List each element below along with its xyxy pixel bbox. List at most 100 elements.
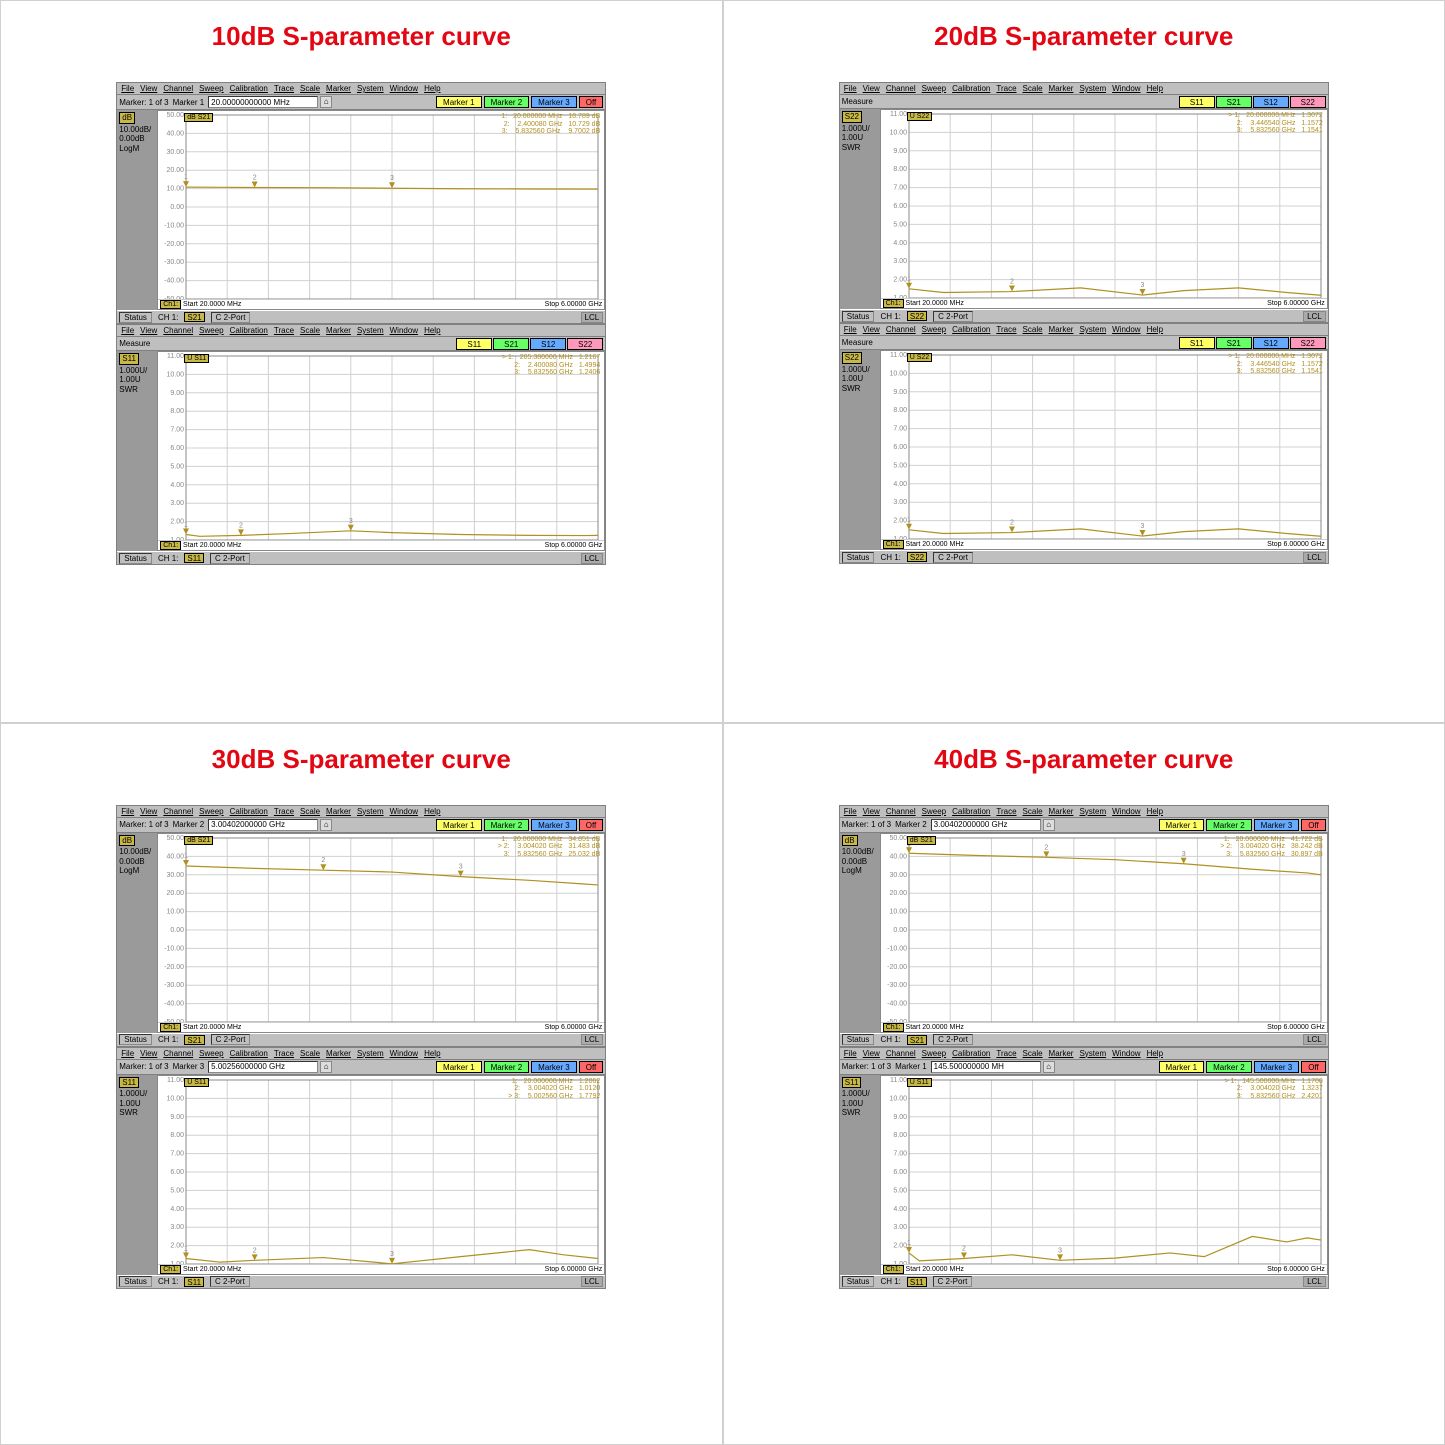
lock-icon[interactable]: ⌂ [1043, 819, 1055, 831]
menu-item[interactable]: File [844, 807, 857, 816]
menu-item[interactable]: Trace [274, 1049, 294, 1058]
menu-item[interactable]: Trace [996, 325, 1016, 334]
menu-item[interactable]: Window [1112, 325, 1140, 334]
sparam-button[interactable]: S11 [1179, 337, 1215, 349]
menu-item[interactable]: Trace [996, 807, 1016, 816]
marker-button[interactable]: Off [579, 96, 604, 108]
menu-item[interactable]: Window [1112, 84, 1140, 93]
menu-item[interactable]: Sweep [199, 84, 223, 93]
marker-button[interactable]: Marker 2 [1206, 819, 1252, 831]
menu-item[interactable]: File [121, 807, 134, 816]
menu-item[interactable]: Help [424, 326, 440, 335]
menu-item[interactable]: Sweep [922, 1049, 946, 1058]
menu-item[interactable]: Channel [163, 84, 193, 93]
menu-item[interactable]: Help [424, 84, 440, 93]
menu-item[interactable]: Window [390, 326, 418, 335]
status-lcl[interactable]: LCL [1303, 1034, 1326, 1045]
menu-item[interactable]: File [121, 326, 134, 335]
menu-item[interactable]: System [357, 1049, 384, 1058]
marker-button[interactable]: Off [1301, 819, 1326, 831]
marker-freq-input[interactable] [208, 819, 318, 831]
menu-item[interactable]: Help [1147, 84, 1163, 93]
menu-item[interactable]: Trace [996, 84, 1016, 93]
menu-item[interactable]: File [121, 84, 134, 93]
menu-item[interactable]: Sweep [199, 1049, 223, 1058]
marker-freq-input[interactable] [931, 819, 1041, 831]
sparam-button[interactable]: S21 [493, 338, 529, 350]
menu-item[interactable]: System [1079, 325, 1106, 334]
menu-item[interactable]: Scale [300, 326, 320, 335]
menu-item[interactable]: View [140, 84, 157, 93]
marker-button[interactable]: Marker 1 [436, 96, 482, 108]
menu-item[interactable]: Window [390, 807, 418, 816]
menu-item[interactable]: Marker [1049, 1049, 1074, 1058]
menu-item[interactable]: Channel [886, 325, 916, 334]
sparam-button[interactable]: S22 [1290, 337, 1326, 349]
sparam-button[interactable]: S22 [567, 338, 603, 350]
menu-item[interactable]: Scale [1023, 325, 1043, 334]
sparam-button[interactable]: S21 [1216, 96, 1252, 108]
menu-item[interactable]: Help [1147, 807, 1163, 816]
menu-item[interactable]: View [863, 325, 880, 334]
menu-item[interactable]: View [140, 326, 157, 335]
menu-item[interactable]: Trace [996, 1049, 1016, 1058]
menu-item[interactable]: Calibration [952, 807, 990, 816]
marker-button[interactable]: Marker 3 [1254, 1061, 1300, 1073]
marker-freq-input[interactable] [208, 96, 318, 108]
menu-item[interactable]: Sweep [922, 325, 946, 334]
menu-item[interactable]: View [140, 807, 157, 816]
marker-button[interactable]: Marker 1 [1159, 1061, 1205, 1073]
menu-item[interactable]: Sweep [199, 807, 223, 816]
marker-button[interactable]: Marker 2 [484, 96, 530, 108]
menu-item[interactable]: Scale [300, 1049, 320, 1058]
menu-item[interactable]: Marker [326, 807, 351, 816]
lock-icon[interactable]: ⌂ [1043, 1061, 1055, 1073]
menu-item[interactable]: Window [1112, 1049, 1140, 1058]
menu-item[interactable]: File [844, 1049, 857, 1058]
menu-item[interactable]: View [140, 1049, 157, 1058]
menu-item[interactable]: Calibration [230, 1049, 268, 1058]
menu-item[interactable]: Trace [274, 84, 294, 93]
menu-item[interactable]: Marker [1049, 807, 1074, 816]
status-lcl[interactable]: LCL [1303, 311, 1326, 322]
menu-item[interactable]: System [357, 326, 384, 335]
menu-item[interactable]: Help [1147, 325, 1163, 334]
menu-item[interactable]: File [844, 84, 857, 93]
status-lcl[interactable]: LCL [1303, 1276, 1326, 1287]
menu-item[interactable]: View [863, 1049, 880, 1058]
marker-button[interactable]: Marker 3 [1254, 819, 1300, 831]
sparam-button[interactable]: S22 [1290, 96, 1326, 108]
menu-item[interactable]: View [863, 807, 880, 816]
menu-item[interactable]: Scale [1023, 807, 1043, 816]
lock-icon[interactable]: ⌂ [320, 819, 332, 831]
status-lcl[interactable]: LCL [581, 1034, 604, 1045]
sparam-button[interactable]: S11 [1179, 96, 1215, 108]
menu-item[interactable]: Trace [274, 326, 294, 335]
marker-button[interactable]: Marker 2 [1206, 1061, 1252, 1073]
menu-item[interactable]: Trace [274, 807, 294, 816]
sparam-button[interactable]: S12 [530, 338, 566, 350]
menu-item[interactable]: Scale [1023, 84, 1043, 93]
menu-item[interactable]: Sweep [922, 807, 946, 816]
menu-item[interactable]: Window [390, 1049, 418, 1058]
menu-item[interactable]: File [844, 325, 857, 334]
marker-button[interactable]: Marker 3 [531, 96, 577, 108]
menu-item[interactable]: Calibration [952, 84, 990, 93]
marker-button[interactable]: Marker 2 [484, 819, 530, 831]
menu-item[interactable]: Scale [300, 84, 320, 93]
menu-item[interactable]: Channel [163, 326, 193, 335]
menu-item[interactable]: Calibration [230, 807, 268, 816]
marker-button[interactable]: Off [579, 819, 604, 831]
sparam-button[interactable]: S21 [1216, 337, 1252, 349]
menu-item[interactable]: Help [1147, 1049, 1163, 1058]
marker-freq-input[interactable] [208, 1061, 318, 1073]
marker-freq-input[interactable] [931, 1061, 1041, 1073]
menu-item[interactable]: Marker [1049, 84, 1074, 93]
marker-button[interactable]: Marker 1 [436, 1061, 482, 1073]
status-lcl[interactable]: LCL [581, 312, 604, 323]
menu-item[interactable]: Help [424, 807, 440, 816]
menu-item[interactable]: Channel [886, 1049, 916, 1058]
menu-item[interactable]: Marker [326, 326, 351, 335]
menu-item[interactable]: Calibration [230, 326, 268, 335]
menu-item[interactable]: Marker [1049, 325, 1074, 334]
